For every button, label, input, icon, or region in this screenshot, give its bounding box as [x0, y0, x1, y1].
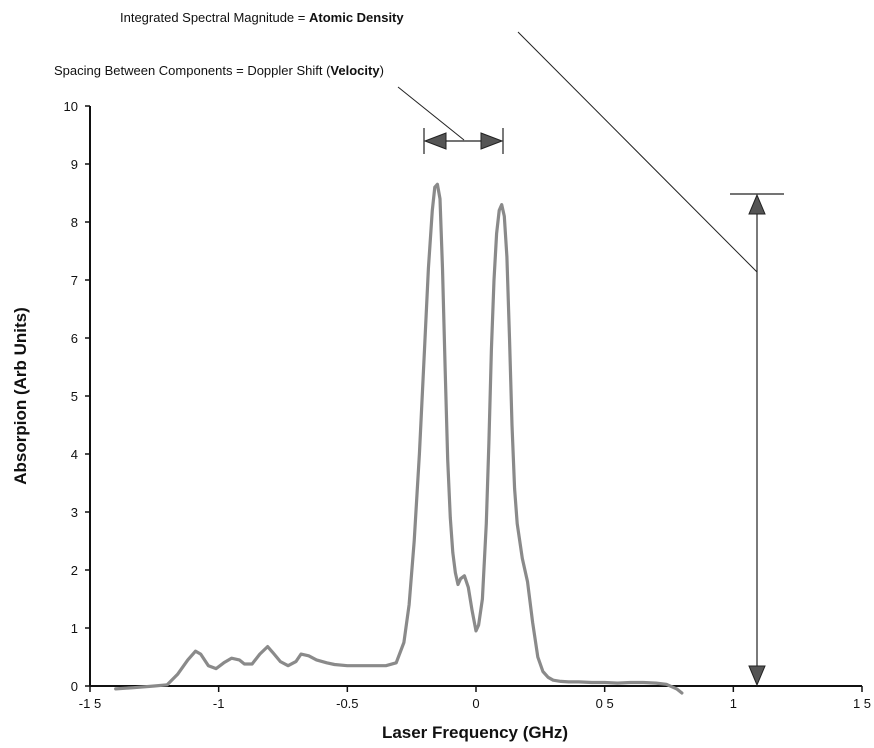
atomic-density-arrow: [730, 193, 784, 687]
y-tick-label: 2: [71, 563, 78, 578]
velocity-arrow: [423, 128, 504, 154]
x-tick-label: -0.5: [336, 696, 358, 711]
velocity-arrowhead-left: [423, 132, 447, 150]
y-tick-label: 4: [71, 447, 78, 462]
y-tick-label: 7: [71, 273, 78, 288]
y-tick-label: 10: [64, 99, 78, 114]
spectrum-series-line: [114, 182, 684, 695]
velocity-annotation: Spacing Between Components = Doppler Shi…: [54, 63, 384, 78]
atomic-density-leader-line: [517, 31, 758, 273]
x-ticks: -1 5 -1 -0.5 0 0 5 1 1 5: [79, 686, 871, 711]
velocity-label-bold: Velocity: [330, 63, 380, 78]
atomic-density-annotation: Integrated Spectral Magnitude = Atomic D…: [120, 10, 404, 25]
y-tick-label: 3: [71, 505, 78, 520]
atomic-density-label-prefix: Integrated Spectral Magnitude =: [120, 10, 309, 25]
y-tick-label: 1: [71, 621, 78, 636]
velocity-arrowhead-right: [480, 132, 504, 150]
y-axis-title: Absorpion (Arb Units): [11, 307, 30, 485]
y-tick-label: 5: [71, 389, 78, 404]
atomic-density-arrowhead-up: [748, 193, 766, 215]
atomic-density-label-bold: Atomic Density: [309, 10, 404, 25]
atomic-density-arrowhead-down: [748, 665, 766, 687]
x-axis-title: Laser Frequency (GHz): [382, 723, 568, 742]
y-ticks: 0 1 2 3 4 5 6 7 8 9 10: [64, 99, 90, 694]
x-tick-label: -1 5: [79, 696, 101, 711]
velocity-label-suffix: ): [380, 63, 384, 78]
velocity-leader-line: [397, 86, 465, 141]
x-tick-label: -1: [213, 696, 225, 711]
y-tick-label: 8: [71, 215, 78, 230]
x-tick-label: 0 5: [596, 696, 614, 711]
axes: [89, 106, 862, 687]
y-tick-label: 6: [71, 331, 78, 346]
x-tick-label: 1: [730, 696, 737, 711]
x-tick-label: 1 5: [853, 696, 871, 711]
x-tick-label: 0: [472, 696, 479, 711]
y-tick-label: 9: [71, 157, 78, 172]
velocity-label-prefix: Spacing Between Components = Doppler Shi…: [54, 63, 331, 78]
y-tick-label: 0: [71, 679, 78, 694]
